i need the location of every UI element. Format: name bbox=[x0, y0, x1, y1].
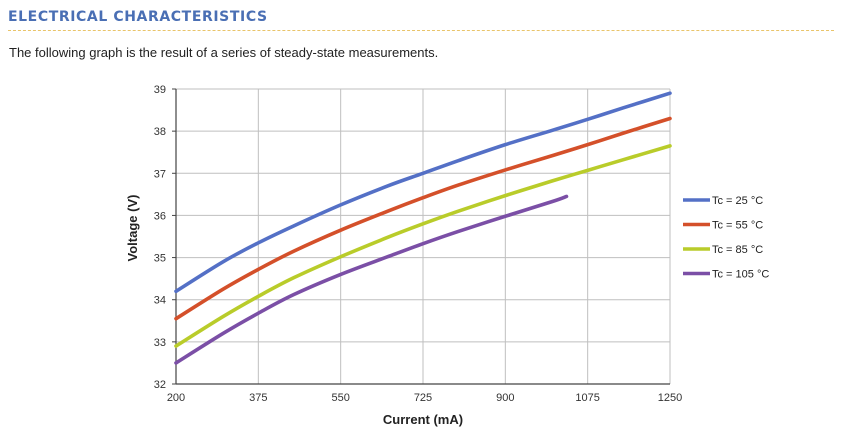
legend-label: Tc = 55 °C bbox=[712, 220, 763, 232]
chart-ticks: 200 375 550 725 900 1075 1250 32 33 34 35 36 37 38 39 bbox=[154, 84, 682, 404]
chart-series bbox=[174, 91, 672, 365]
y-axis-label: Voltage (V) bbox=[125, 195, 140, 262]
series-line-3 bbox=[174, 144, 672, 348]
title-divider bbox=[8, 30, 834, 31]
series-line-4 bbox=[174, 194, 569, 365]
x-tick-label: 725 bbox=[414, 392, 432, 404]
x-tick-label: 1075 bbox=[575, 392, 599, 404]
legend-label: Tc = 25 °C bbox=[712, 195, 763, 207]
y-tick-label: 37 bbox=[154, 168, 166, 180]
series-line-1 bbox=[174, 91, 672, 294]
y-tick-label: 33 bbox=[154, 337, 166, 349]
section-title: ELECTRICAL CHARACTERISTICS bbox=[8, 9, 268, 25]
y-tick-label: 39 bbox=[154, 84, 166, 96]
y-tick-label: 36 bbox=[154, 210, 166, 222]
x-tick-label: 1250 bbox=[658, 392, 682, 404]
x-tick-label: 375 bbox=[249, 392, 267, 404]
x-tick-label: 200 bbox=[167, 392, 185, 404]
x-axis-label: Current (mA) bbox=[383, 412, 463, 427]
intro-text: The following graph is the result of a s… bbox=[9, 45, 439, 60]
y-tick-label: 34 bbox=[154, 295, 166, 307]
x-tick-label: 550 bbox=[331, 392, 349, 404]
legend-label: Tc = 105 °C bbox=[712, 269, 769, 281]
y-tick-label: 32 bbox=[154, 379, 166, 391]
chart-grid bbox=[172, 88, 671, 385]
legend-label: Tc = 85 °C bbox=[712, 244, 763, 256]
chart-legend: Tc = 25 °C Tc = 55 °C Tc = 85 °C Tc = 105 °… bbox=[683, 195, 769, 281]
x-tick-label: 900 bbox=[496, 392, 514, 404]
y-tick-label: 38 bbox=[154, 126, 166, 138]
y-tick-label: 35 bbox=[154, 253, 166, 265]
series-line-2 bbox=[174, 116, 672, 321]
